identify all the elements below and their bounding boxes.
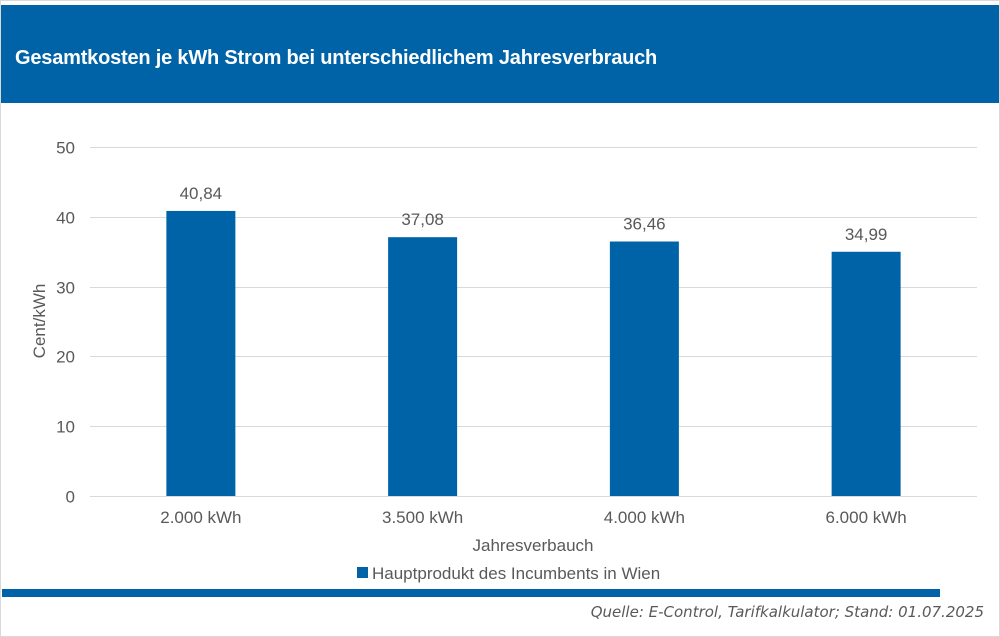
y-tick-label: 0 xyxy=(66,488,75,507)
bar xyxy=(166,210,236,496)
bars xyxy=(166,210,901,497)
data-label: 40,84 xyxy=(180,184,223,203)
x-tick-label: 4.000 kWh xyxy=(604,508,685,527)
legend: Hauptprodukt des Incumbents in Wien xyxy=(357,564,660,583)
x-tick-label: 2.000 kWh xyxy=(160,508,241,527)
gridlines xyxy=(90,147,977,497)
data-label: 34,99 xyxy=(845,225,888,244)
y-tick-label: 30 xyxy=(56,279,75,298)
header-band: Gesamtkosten je kWh Strom bei unterschie… xyxy=(1,5,999,103)
y-axis-ticks: 0 10 20 30 40 50 xyxy=(56,139,75,507)
x-tick-label: 6.000 kWh xyxy=(825,508,906,527)
chart-title: Gesamtkosten je kWh Strom bei unterschie… xyxy=(15,47,658,69)
data-labels: 40,84 37,08 36,46 34,99 xyxy=(180,184,888,244)
legend-label: Hauptprodukt des Incumbents in Wien xyxy=(372,564,660,583)
source-note: Quelle: E-Control, Tarifkalkulator; Stan… xyxy=(590,603,984,621)
y-axis-label: Cent/kWh xyxy=(30,284,49,359)
x-axis-label: Jahresverbauch xyxy=(473,536,594,555)
x-tick-label: 3.500 kWh xyxy=(382,508,463,527)
y-tick-label: 40 xyxy=(56,209,75,228)
footer-bar xyxy=(2,589,940,597)
bar xyxy=(388,237,458,497)
bar xyxy=(609,241,679,496)
data-label: 37,08 xyxy=(401,210,444,229)
x-axis-ticks: 2.000 kWh 3.500 kWh 4.000 kWh 6.000 kWh xyxy=(160,508,907,527)
data-label: 36,46 xyxy=(623,215,666,234)
bar xyxy=(831,251,901,496)
y-tick-label: 50 xyxy=(56,139,75,158)
legend-swatch xyxy=(357,567,368,578)
y-tick-label: 10 xyxy=(56,418,75,437)
y-tick-label: 20 xyxy=(56,348,75,367)
